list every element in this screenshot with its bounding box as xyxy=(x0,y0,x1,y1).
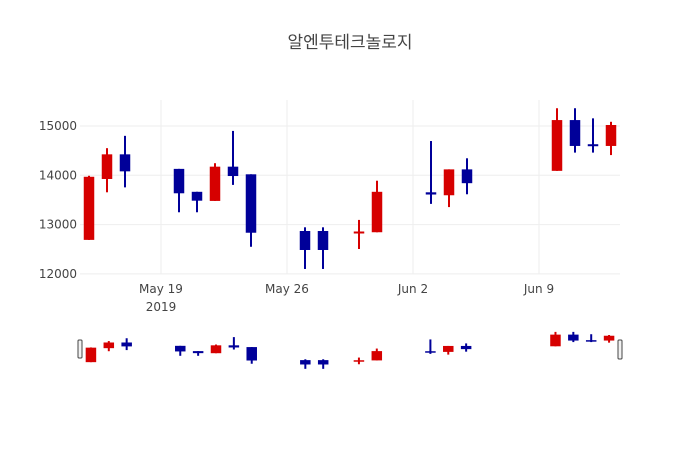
y-tick-label: 15000 xyxy=(39,119,77,133)
mini-candle-body xyxy=(228,345,240,348)
candlestick[interactable] xyxy=(461,158,473,195)
candle-body xyxy=(605,124,617,146)
candle-body xyxy=(317,231,329,250)
candlestick[interactable] xyxy=(83,175,95,240)
y-tick-label: 13000 xyxy=(39,218,77,232)
mini-candle-body xyxy=(300,360,311,365)
candle-body xyxy=(551,120,563,171)
candle-body xyxy=(209,166,221,201)
mini-candle-body xyxy=(246,347,257,361)
candle-body xyxy=(353,231,365,234)
candlestick[interactable] xyxy=(605,121,617,156)
chart-title: 알엔투테크놀로지 xyxy=(287,33,412,53)
candle-body xyxy=(425,192,437,195)
candlestick[interactable] xyxy=(569,108,581,153)
candle-body xyxy=(461,169,473,184)
candlestick[interactable] xyxy=(425,141,437,204)
range-slider[interactable] xyxy=(77,331,623,369)
x-tick-label: Jun 9 xyxy=(523,282,554,296)
candle-body xyxy=(569,120,581,146)
main-plot-area[interactable] xyxy=(83,108,617,269)
candle-body xyxy=(191,191,203,201)
mini-candle-body xyxy=(585,340,597,342)
x-tick-label: Jun 2 xyxy=(397,282,428,296)
mini-candle-body xyxy=(460,345,472,350)
candlestick[interactable] xyxy=(371,180,383,233)
mini-candle-body xyxy=(85,347,97,363)
candlestick[interactable] xyxy=(191,191,203,213)
candlestick[interactable] xyxy=(173,168,185,213)
candle-body xyxy=(119,154,131,172)
mini-candle-body xyxy=(192,351,204,354)
candle-body xyxy=(371,191,383,233)
x-tick-label: May 26 xyxy=(265,282,309,296)
mini-candle-body xyxy=(425,351,436,353)
range-slider-left-handle[interactable] xyxy=(77,339,83,359)
mini-candle-body xyxy=(603,335,615,341)
candlestick[interactable] xyxy=(245,174,257,247)
mini-candle-body xyxy=(371,351,383,361)
candlestick[interactable] xyxy=(443,169,455,208)
candle-body xyxy=(443,169,455,196)
x-tick-label: May 19 xyxy=(139,282,183,296)
mini-candle-body xyxy=(103,342,115,349)
candle-body xyxy=(299,231,311,250)
y-tick-label: 14000 xyxy=(39,168,77,182)
mini-candle-body xyxy=(568,334,579,341)
candle-body xyxy=(83,176,95,240)
y-tick-label: 12000 xyxy=(39,267,77,281)
mini-candle-body xyxy=(353,360,365,362)
candlestick[interactable] xyxy=(101,148,113,193)
candle-body xyxy=(173,168,185,194)
candlestick[interactable] xyxy=(587,118,599,153)
mini-candle-body xyxy=(550,334,561,347)
candlestick[interactable] xyxy=(317,227,329,269)
mini-candle-body xyxy=(443,345,454,352)
candlestick[interactable] xyxy=(551,108,563,171)
candlestick[interactable] xyxy=(119,135,131,188)
mini-candle-body xyxy=(121,342,132,347)
x-axis: May 19 2019 May 26 Jun 2 Jun 9 xyxy=(139,282,554,314)
range-slider-right-handle[interactable] xyxy=(617,339,623,360)
candlestick[interactable] xyxy=(227,130,239,185)
mini-candle-body xyxy=(210,345,222,354)
candlestick[interactable] xyxy=(209,163,221,201)
mini-candle-body xyxy=(317,360,329,365)
candlestick[interactable] xyxy=(353,219,365,250)
x-tick-year-label: 2019 xyxy=(146,300,177,314)
candle-body xyxy=(227,166,239,177)
gridlines xyxy=(80,100,620,275)
candle-body xyxy=(245,174,257,233)
candle-body xyxy=(101,154,113,179)
candle-body xyxy=(587,144,599,147)
candlestick[interactable] xyxy=(299,227,311,269)
mini-candle-body xyxy=(175,345,186,352)
y-axis: 12000 13000 14000 15000 xyxy=(39,119,77,281)
